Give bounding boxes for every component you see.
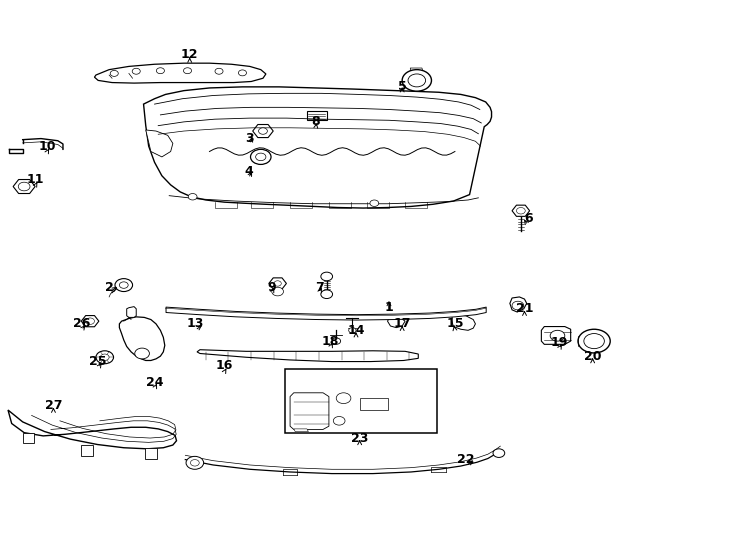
- Circle shape: [512, 301, 524, 310]
- Polygon shape: [144, 87, 492, 208]
- Polygon shape: [269, 278, 286, 289]
- Polygon shape: [451, 314, 476, 330]
- Circle shape: [332, 338, 341, 345]
- Circle shape: [156, 68, 164, 73]
- Circle shape: [96, 351, 114, 364]
- Text: 3: 3: [245, 132, 254, 145]
- Circle shape: [550, 330, 564, 341]
- Polygon shape: [410, 68, 423, 71]
- Polygon shape: [127, 307, 137, 318]
- Text: 9: 9: [267, 281, 276, 294]
- Polygon shape: [81, 315, 99, 327]
- Circle shape: [402, 70, 432, 91]
- Circle shape: [115, 279, 133, 292]
- Circle shape: [370, 200, 379, 206]
- Text: 16: 16: [216, 360, 233, 373]
- Text: 19: 19: [550, 336, 567, 349]
- Circle shape: [255, 153, 266, 161]
- Text: 8: 8: [311, 116, 320, 129]
- Polygon shape: [512, 205, 530, 217]
- Polygon shape: [252, 125, 273, 138]
- Text: 11: 11: [26, 173, 44, 186]
- Text: 7: 7: [315, 281, 324, 294]
- Polygon shape: [510, 297, 527, 312]
- Bar: [360, 398, 388, 410]
- Circle shape: [584, 334, 604, 349]
- Circle shape: [336, 393, 351, 403]
- Circle shape: [188, 193, 197, 200]
- Text: 17: 17: [393, 318, 411, 330]
- Text: 6: 6: [524, 212, 532, 225]
- Circle shape: [250, 150, 271, 165]
- Text: 23: 23: [351, 431, 368, 444]
- Circle shape: [272, 287, 283, 296]
- Circle shape: [18, 182, 30, 191]
- Circle shape: [101, 354, 109, 361]
- Text: 13: 13: [186, 318, 203, 330]
- Circle shape: [408, 74, 426, 87]
- Polygon shape: [290, 393, 329, 429]
- Text: 21: 21: [516, 302, 534, 315]
- Polygon shape: [23, 433, 34, 443]
- Text: 22: 22: [457, 453, 475, 466]
- Circle shape: [86, 318, 95, 325]
- Text: 20: 20: [584, 350, 601, 363]
- Circle shape: [349, 328, 356, 333]
- Circle shape: [120, 282, 128, 288]
- Circle shape: [132, 68, 140, 74]
- Circle shape: [321, 290, 333, 299]
- Text: 25: 25: [90, 355, 107, 368]
- Circle shape: [493, 449, 505, 457]
- Circle shape: [135, 348, 150, 359]
- Circle shape: [190, 460, 199, 466]
- Circle shape: [578, 329, 610, 353]
- Text: 15: 15: [446, 318, 464, 330]
- Polygon shape: [294, 429, 308, 431]
- Circle shape: [517, 207, 526, 214]
- Polygon shape: [197, 350, 418, 362]
- Text: 10: 10: [38, 140, 56, 153]
- Polygon shape: [8, 410, 176, 449]
- Text: 12: 12: [181, 48, 198, 61]
- Circle shape: [321, 272, 333, 281]
- Polygon shape: [146, 130, 173, 157]
- Polygon shape: [388, 316, 405, 328]
- Text: 4: 4: [244, 165, 252, 179]
- Polygon shape: [81, 445, 93, 456]
- Circle shape: [258, 128, 267, 134]
- Polygon shape: [307, 111, 327, 120]
- Circle shape: [215, 68, 223, 74]
- Text: 26: 26: [73, 318, 90, 330]
- Polygon shape: [542, 327, 570, 345]
- Bar: [285, 369, 437, 433]
- Text: 5: 5: [398, 80, 407, 93]
- Circle shape: [333, 416, 345, 425]
- Circle shape: [239, 70, 247, 76]
- Circle shape: [274, 281, 281, 286]
- Polygon shape: [13, 179, 35, 193]
- Text: 14: 14: [347, 324, 365, 337]
- Circle shape: [184, 68, 192, 73]
- Text: 27: 27: [45, 399, 62, 412]
- Circle shape: [110, 70, 118, 76]
- Polygon shape: [95, 63, 266, 83]
- Circle shape: [186, 456, 203, 469]
- Text: 2: 2: [105, 281, 114, 294]
- Polygon shape: [145, 448, 157, 458]
- Polygon shape: [120, 317, 165, 361]
- Text: 24: 24: [146, 375, 163, 389]
- Text: 1: 1: [385, 301, 393, 314]
- Text: 18: 18: [321, 335, 339, 348]
